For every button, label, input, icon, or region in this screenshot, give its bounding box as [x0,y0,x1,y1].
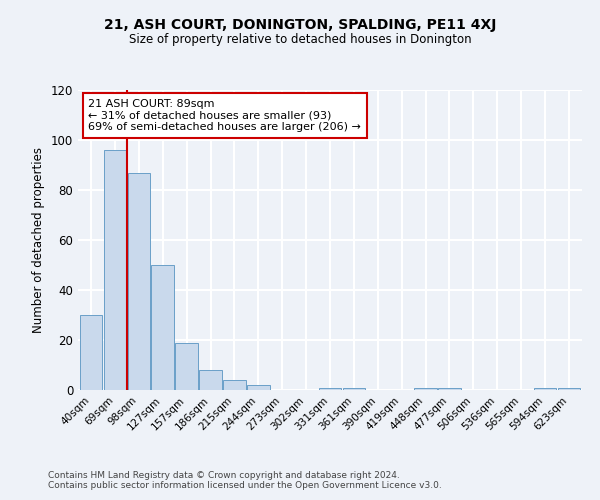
Bar [128,172,150,390]
Bar [247,385,269,390]
Text: Size of property relative to detached houses in Donington: Size of property relative to detached ho… [128,32,472,46]
Bar [104,150,127,390]
Bar [557,388,580,390]
Bar [223,380,246,390]
Y-axis label: Number of detached properties: Number of detached properties [32,147,45,333]
Bar [343,388,365,390]
Bar [533,388,556,390]
Bar [199,370,222,390]
Text: Contains HM Land Registry data © Crown copyright and database right 2024.: Contains HM Land Registry data © Crown c… [48,470,400,480]
Bar [438,388,461,390]
Bar [151,265,174,390]
Text: 21, ASH COURT, DONINGTON, SPALDING, PE11 4XJ: 21, ASH COURT, DONINGTON, SPALDING, PE11… [104,18,496,32]
Bar [80,315,103,390]
Bar [414,388,437,390]
Bar [175,342,198,390]
Text: 21 ASH COURT: 89sqm
← 31% of detached houses are smaller (93)
69% of semi-detach: 21 ASH COURT: 89sqm ← 31% of detached ho… [88,99,361,132]
Bar [319,388,341,390]
Text: Contains public sector information licensed under the Open Government Licence v3: Contains public sector information licen… [48,480,442,490]
